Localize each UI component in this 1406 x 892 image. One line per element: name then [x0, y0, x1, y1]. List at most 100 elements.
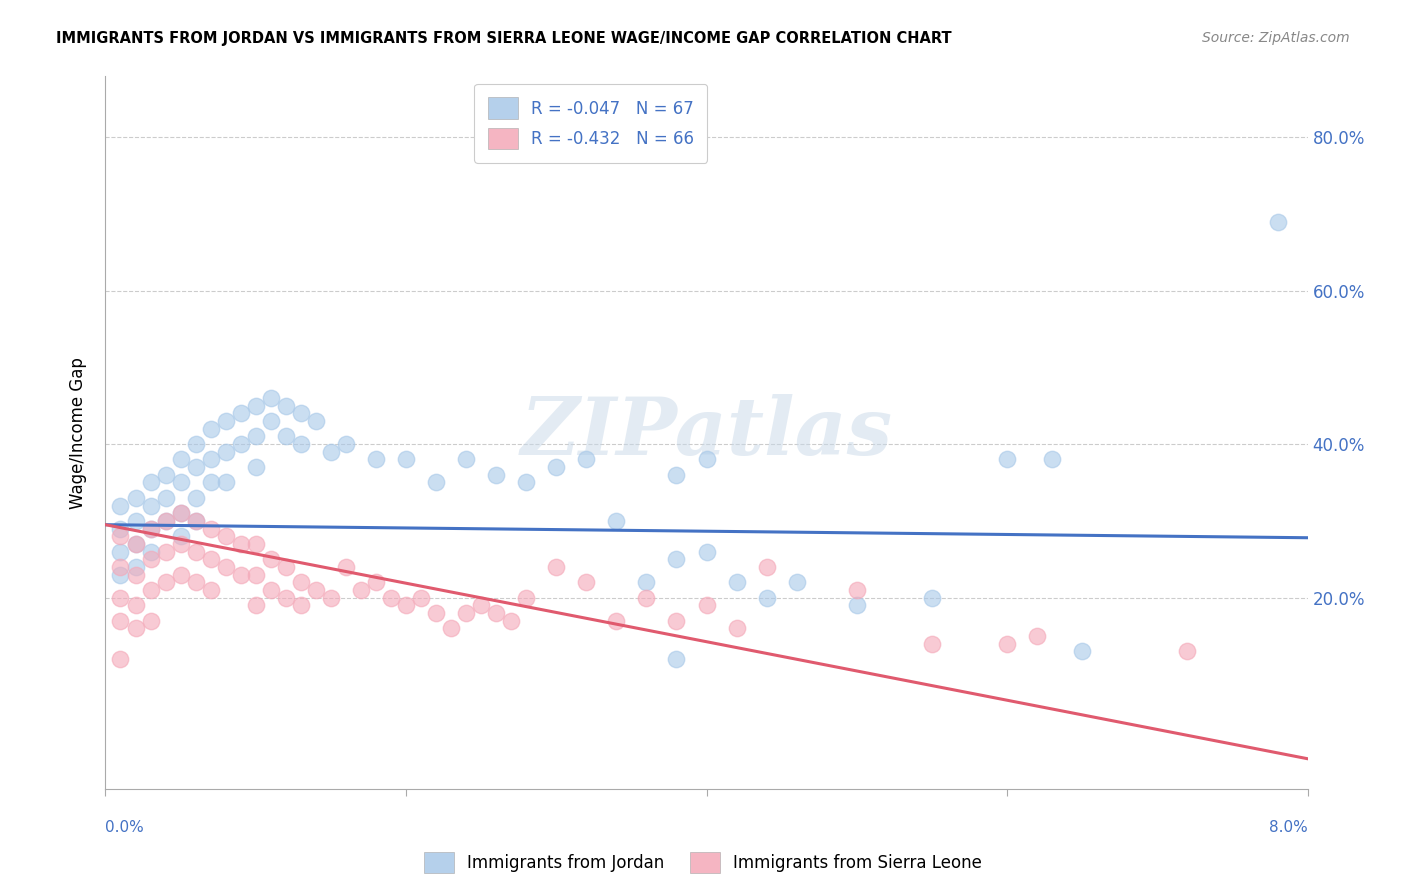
Point — [290, 406, 312, 420]
Point — [755, 591, 778, 605]
Point — [184, 575, 207, 590]
Point — [755, 560, 778, 574]
Point — [575, 575, 598, 590]
Point — [454, 606, 477, 620]
Point — [335, 560, 357, 574]
Point — [290, 437, 312, 451]
Point — [169, 452, 191, 467]
Point — [124, 567, 146, 582]
Point — [169, 506, 191, 520]
Point — [274, 591, 297, 605]
Point — [110, 614, 132, 628]
Point — [155, 514, 177, 528]
Point — [636, 591, 658, 605]
Point — [155, 467, 177, 482]
Point — [110, 591, 132, 605]
Text: ZIPatlas: ZIPatlas — [520, 394, 893, 471]
Point — [169, 475, 191, 490]
Point — [124, 491, 146, 505]
Point — [200, 475, 222, 490]
Point — [155, 514, 177, 528]
Y-axis label: Wage/Income Gap: Wage/Income Gap — [69, 357, 87, 508]
Point — [921, 637, 943, 651]
Point — [364, 575, 387, 590]
Point — [260, 582, 283, 597]
Point — [290, 599, 312, 613]
Point — [485, 606, 508, 620]
Point — [995, 637, 1018, 651]
Point — [229, 567, 252, 582]
Point — [665, 552, 688, 566]
Point — [409, 591, 432, 605]
Point — [200, 422, 222, 436]
Point — [184, 514, 207, 528]
Point — [1026, 629, 1049, 643]
Point — [184, 544, 207, 558]
Point — [229, 537, 252, 551]
Point — [124, 621, 146, 635]
Point — [515, 591, 537, 605]
Text: Source: ZipAtlas.com: Source: ZipAtlas.com — [1202, 31, 1350, 45]
Point — [214, 560, 236, 574]
Point — [139, 552, 162, 566]
Point — [110, 529, 132, 543]
Point — [229, 437, 252, 451]
Point — [636, 575, 658, 590]
Point — [696, 452, 718, 467]
Point — [139, 582, 162, 597]
Point — [214, 445, 236, 459]
Point — [319, 445, 342, 459]
Point — [124, 514, 146, 528]
Point — [485, 467, 508, 482]
Point — [501, 614, 523, 628]
Legend: Immigrants from Jordan, Immigrants from Sierra Leone: Immigrants from Jordan, Immigrants from … — [418, 846, 988, 880]
Point — [605, 514, 627, 528]
Point — [395, 452, 418, 467]
Point — [139, 522, 162, 536]
Point — [110, 499, 132, 513]
Point — [696, 544, 718, 558]
Point — [425, 475, 447, 490]
Point — [440, 621, 463, 635]
Point — [1071, 644, 1094, 658]
Point — [305, 414, 328, 428]
Point — [155, 544, 177, 558]
Point — [184, 514, 207, 528]
Point — [665, 467, 688, 482]
Point — [546, 460, 568, 475]
Point — [1040, 452, 1063, 467]
Point — [200, 552, 222, 566]
Point — [725, 621, 748, 635]
Point — [245, 599, 267, 613]
Point — [425, 606, 447, 620]
Point — [139, 522, 162, 536]
Point — [575, 452, 598, 467]
Point — [696, 599, 718, 613]
Point — [245, 537, 267, 551]
Point — [184, 460, 207, 475]
Point — [139, 475, 162, 490]
Point — [124, 560, 146, 574]
Legend: R = -0.047   N = 67, R = -0.432   N = 66: R = -0.047 N = 67, R = -0.432 N = 66 — [474, 84, 707, 163]
Text: 8.0%: 8.0% — [1268, 821, 1308, 835]
Point — [665, 652, 688, 666]
Point — [364, 452, 387, 467]
Point — [845, 599, 868, 613]
Point — [245, 460, 267, 475]
Text: IMMIGRANTS FROM JORDAN VS IMMIGRANTS FROM SIERRA LEONE WAGE/INCOME GAP CORRELATI: IMMIGRANTS FROM JORDAN VS IMMIGRANTS FRO… — [56, 31, 952, 46]
Point — [245, 399, 267, 413]
Point — [155, 491, 177, 505]
Point — [546, 560, 568, 574]
Point — [665, 614, 688, 628]
Point — [110, 522, 132, 536]
Point — [921, 591, 943, 605]
Point — [845, 582, 868, 597]
Point — [214, 414, 236, 428]
Point — [335, 437, 357, 451]
Point — [260, 391, 283, 405]
Point — [470, 599, 492, 613]
Point — [515, 475, 537, 490]
Point — [260, 552, 283, 566]
Point — [1175, 644, 1198, 658]
Point — [184, 491, 207, 505]
